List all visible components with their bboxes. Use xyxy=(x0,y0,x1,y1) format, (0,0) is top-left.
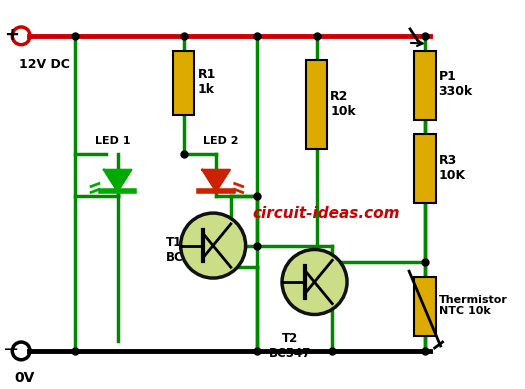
Text: P1
330k: P1 330k xyxy=(438,70,473,98)
FancyBboxPatch shape xyxy=(414,134,436,203)
Text: R1
1k: R1 1k xyxy=(197,68,216,96)
Text: LED 1: LED 1 xyxy=(95,136,130,146)
Text: T2
BC547: T2 BC547 xyxy=(269,332,311,360)
Text: LED 2: LED 2 xyxy=(203,136,239,146)
Text: 0V: 0V xyxy=(14,371,35,385)
Text: Thermistor
NTC 10k: Thermistor NTC 10k xyxy=(438,295,508,316)
FancyBboxPatch shape xyxy=(306,60,328,149)
Polygon shape xyxy=(104,170,131,191)
Text: T1
BC547: T1 BC547 xyxy=(166,237,208,265)
Polygon shape xyxy=(202,170,230,191)
FancyBboxPatch shape xyxy=(173,51,194,115)
FancyBboxPatch shape xyxy=(414,277,436,336)
Circle shape xyxy=(181,213,246,278)
Text: R2
10k: R2 10k xyxy=(330,90,356,118)
Text: −: − xyxy=(3,340,19,359)
FancyBboxPatch shape xyxy=(414,51,436,119)
Text: R3
10K: R3 10K xyxy=(438,154,466,182)
Circle shape xyxy=(282,249,347,314)
Text: 12V DC: 12V DC xyxy=(19,58,70,70)
Text: +: + xyxy=(4,26,19,44)
Text: circuit-ideas.com: circuit-ideas.com xyxy=(253,205,400,221)
